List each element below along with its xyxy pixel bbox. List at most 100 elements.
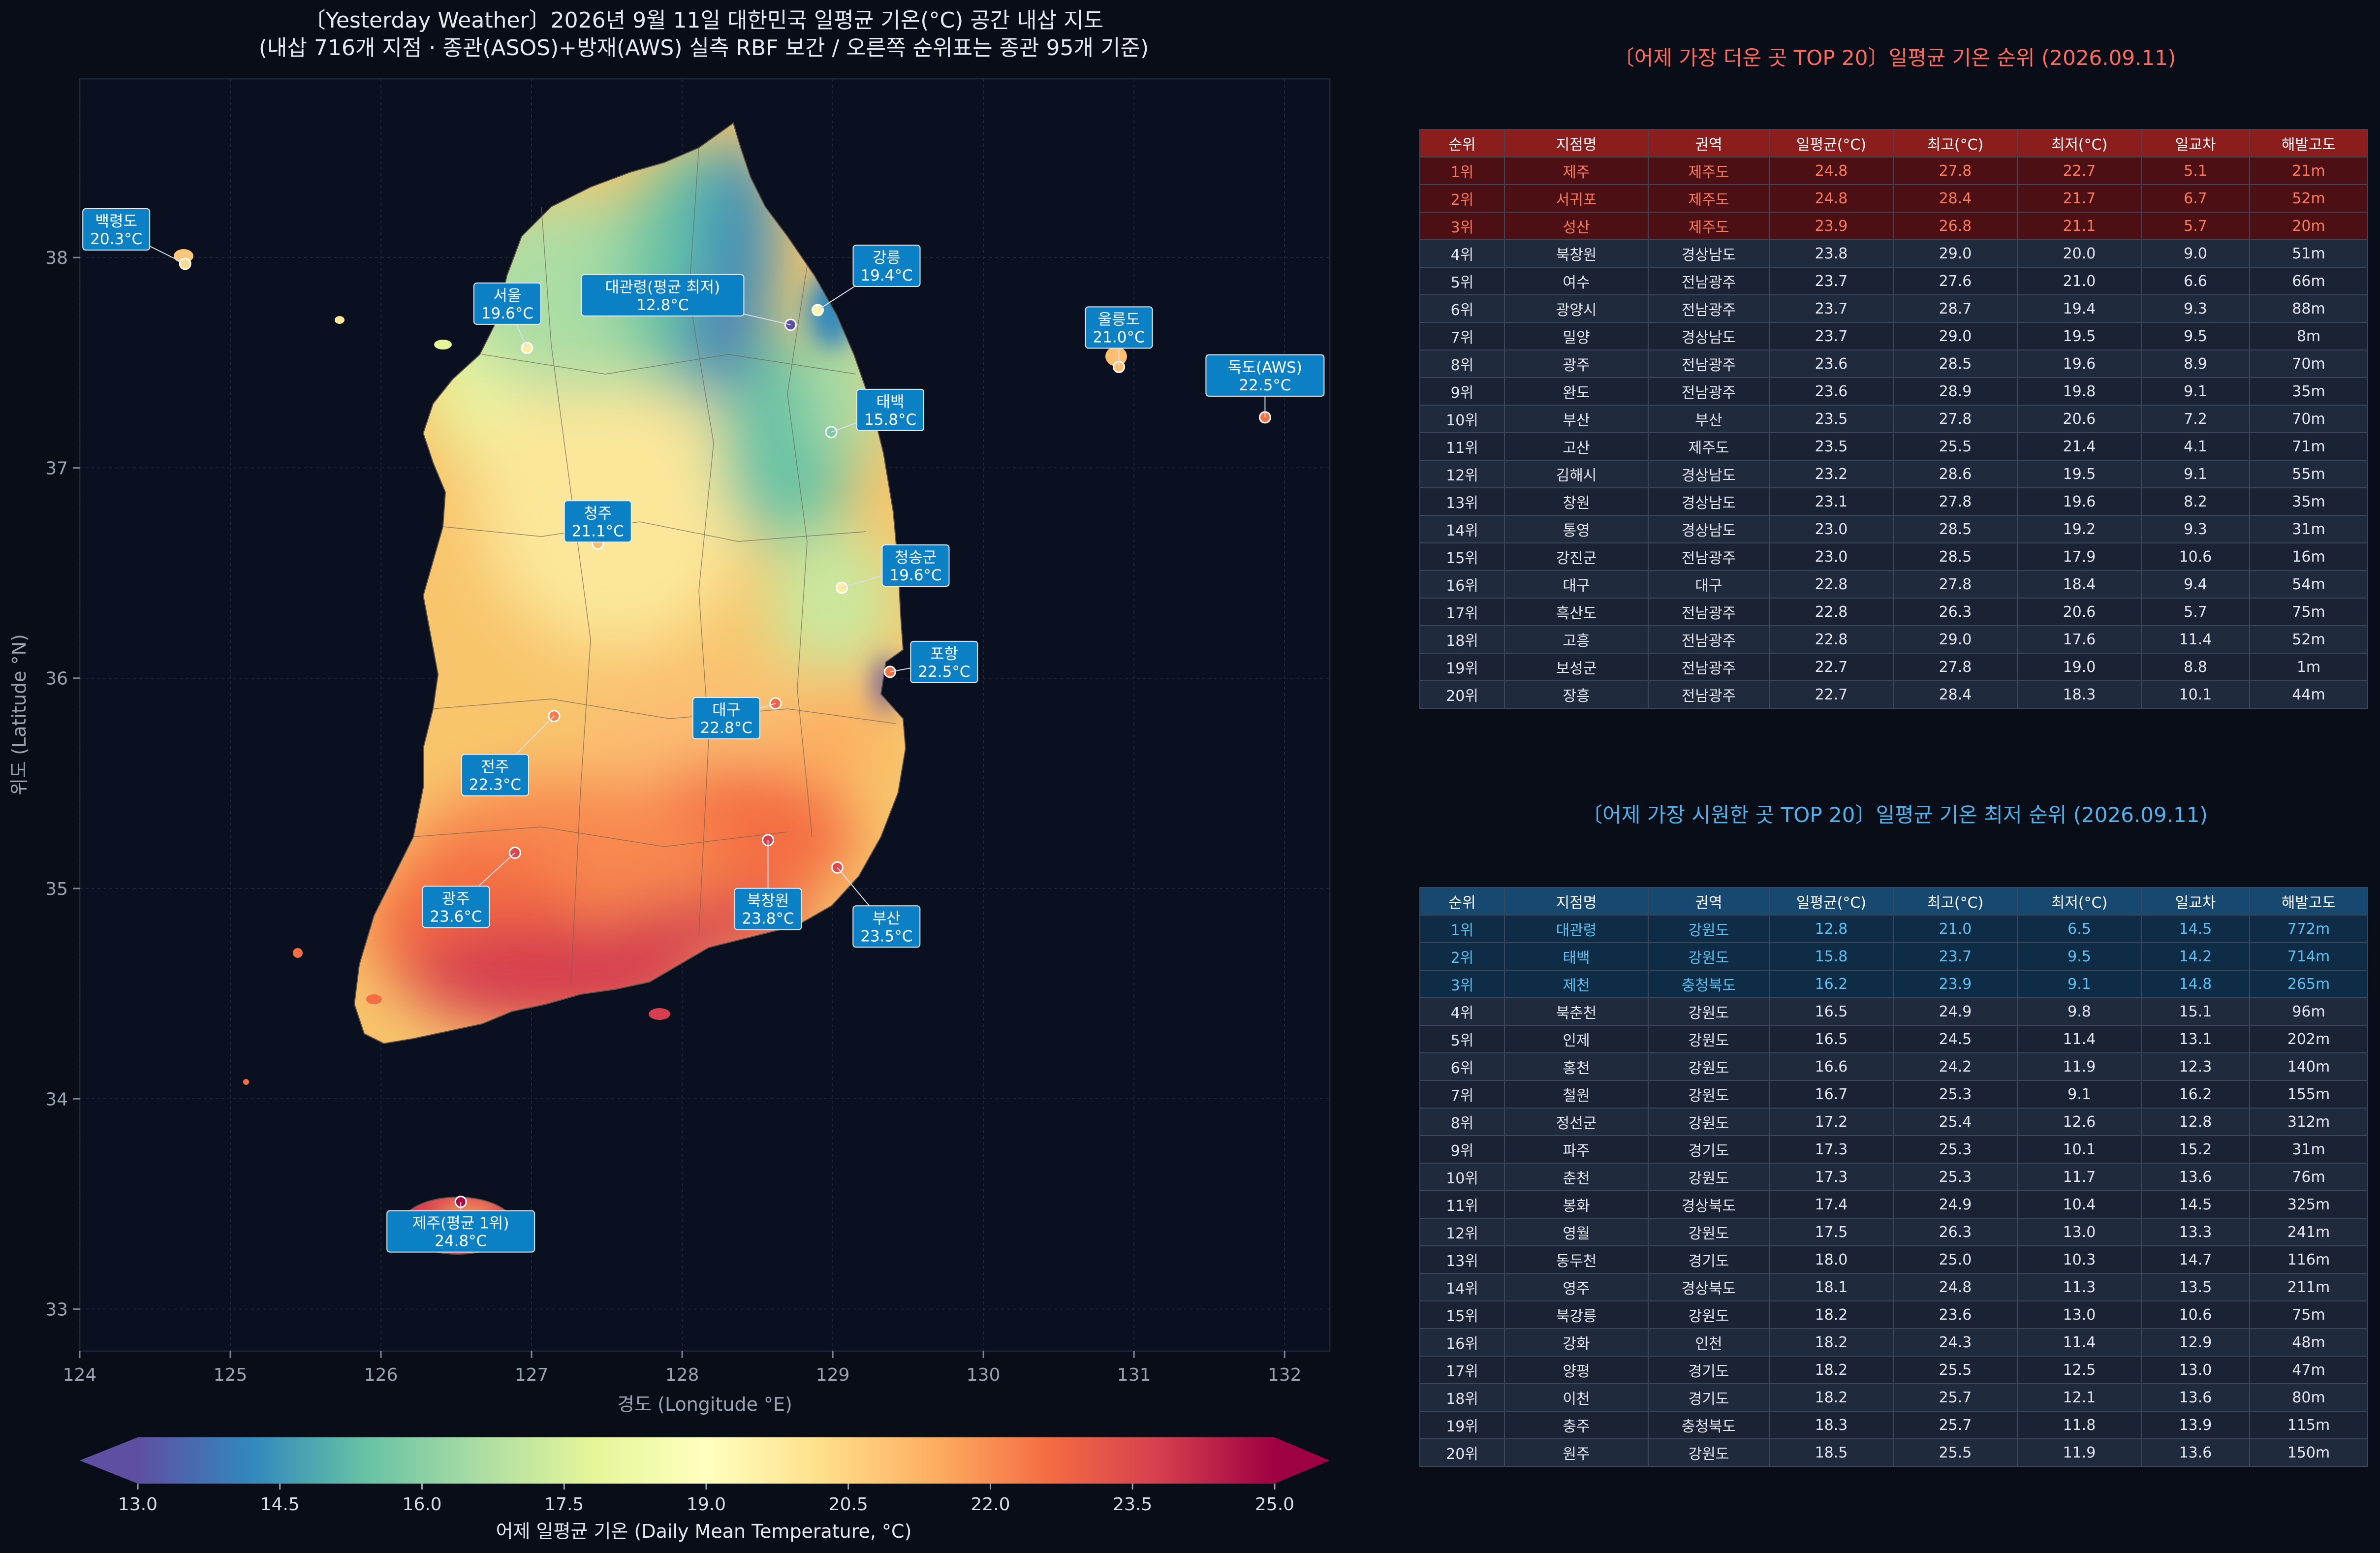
table-cell: 21.0 [2017, 267, 2142, 295]
table-cell: 12.8 [1769, 915, 1894, 943]
station-temp: 19.6°C [889, 567, 941, 584]
table-cell: 20.0 [2017, 239, 2142, 268]
table-cell: 28.5 [1893, 349, 2018, 378]
station-name: 북창원 [747, 892, 789, 910]
table-cell: 21.1 [2017, 212, 2142, 240]
ulleung-island [1105, 347, 1127, 366]
table-cell: 25.7 [1893, 1383, 2018, 1412]
hot-table-title: 〔어제 가장 더운 곳 TOP 20〕일평균 기온 순위 (2026.09.11… [1613, 46, 2176, 70]
label-box [1085, 306, 1153, 349]
table-cell: 15.8 [1769, 942, 1894, 971]
table-cell: 25.3 [1893, 1080, 2018, 1109]
table-cell: 강원도 [1648, 915, 1770, 943]
table-row: 20위 원주 강원도 18.5 25.5 11.9 13.6 150m [1419, 1438, 2368, 1467]
table-cell: 이천 [1504, 1383, 1649, 1412]
table-cell: 12.1 [2017, 1383, 2142, 1412]
table-cell: 15위 [1419, 1300, 1505, 1329]
table-cell: 23.6 [1893, 1300, 2018, 1329]
station-label: 대관령(평균 최저)12.8°C [581, 274, 745, 317]
table-cell: 22.8 [1769, 625, 1894, 654]
station-name: 대구 [712, 701, 740, 719]
table-cell: 10.3 [2017, 1245, 2142, 1274]
column-header: 일교차 [2141, 887, 2250, 916]
table-cell: 1위 [1419, 915, 1505, 943]
table-cell: 대구 [1648, 570, 1770, 599]
table-cell: 70m [2249, 405, 2368, 433]
table-cell: 제주 [1504, 157, 1649, 185]
x-tick-label: 132 [1268, 1365, 1302, 1385]
table-cell: 전남광주 [1648, 598, 1770, 626]
table-cell: 28.5 [1893, 515, 2018, 543]
table-cell: 28.5 [1893, 542, 2018, 571]
table-cell: 완도 [1504, 377, 1649, 406]
label-box [881, 544, 950, 587]
label-box [461, 754, 529, 796]
table-cell: 고흥 [1504, 625, 1649, 654]
table-cell: 13위 [1419, 487, 1505, 516]
table-row: 6위 광양시 전남광주 23.7 28.7 19.4 9.3 88m [1419, 294, 2368, 323]
colorbar-tick-label: 23.5 [1113, 1494, 1152, 1515]
table-cell: 11.7 [2017, 1163, 2142, 1191]
station-temp: 24.8°C [435, 1233, 487, 1250]
station-name: 부산 [873, 910, 901, 927]
table-cell: 9위 [1419, 377, 1505, 406]
table-cell: 경기도 [1648, 1383, 1770, 1412]
table-cell: 경상남도 [1648, 487, 1770, 516]
table-cell: 24.8 [1769, 157, 1894, 185]
table-cell: 17.2 [1769, 1108, 1894, 1136]
table-cell: 29.0 [1893, 322, 2018, 350]
table-cell: 25.5 [1893, 1356, 2018, 1384]
table-row: 11위 봉화 경상북도 17.4 24.9 10.4 14.5 325m [1419, 1190, 2368, 1219]
table-cell: 8.2 [2141, 487, 2250, 516]
table-cell: 17.3 [1769, 1135, 1894, 1164]
table-cell: 29.0 [1893, 625, 2018, 654]
table-cell: 제주도 [1648, 432, 1770, 461]
table-row: 14위 영주 경상북도 18.1 24.8 11.3 13.5 211m [1419, 1273, 2368, 1301]
table-cell: 밀양 [1504, 322, 1649, 350]
table-cell: 원주 [1504, 1438, 1649, 1467]
table-cell: 19.5 [2017, 460, 2142, 488]
table-cell: 19.8 [2017, 377, 2142, 406]
table-cell: 23.5 [1769, 432, 1894, 461]
table-cell: 양평 [1504, 1356, 1649, 1384]
colorbar-tick-label: 19.0 [687, 1494, 726, 1515]
table-row: 3위 제천 충청북도 16.2 23.9 9.1 14.8 265m [1419, 970, 2368, 998]
table-cell: 10.6 [2141, 542, 2250, 571]
table-cell: 경상남도 [1648, 239, 1770, 268]
table-cell: 경상북도 [1648, 1273, 1770, 1301]
table-cell: 성산 [1504, 212, 1649, 240]
column-header: 최저(°C) [2017, 129, 2142, 158]
colorbar: 13.0 14.5 16.0 17.5 19.0 20.5 22.0 23.5 25.0 [80, 1437, 1330, 1515]
column-header: 순위 [1419, 887, 1505, 916]
table-cell: 1위 [1419, 157, 1505, 185]
table-row: 1위 제주 제주도 24.8 27.8 22.7 5.1 21m [1419, 157, 2368, 185]
table-cell: 강원도 [1648, 1052, 1770, 1081]
table-cell: 4위 [1419, 239, 1505, 268]
station-name: 제주(평균 1위) [412, 1215, 509, 1233]
label-box [473, 282, 541, 325]
table-cell: 16.2 [1769, 970, 1894, 998]
station-temp: 21.1°C [572, 522, 624, 540]
table-cell: 영월 [1504, 1218, 1649, 1246]
table-cell: 강원도 [1648, 1163, 1770, 1191]
label-box [734, 887, 802, 930]
table-cell: 강원도 [1648, 942, 1770, 971]
table-cell: 전남광주 [1648, 267, 1770, 295]
table-cell: 23.9 [1769, 212, 1894, 240]
table-cell: 제주도 [1648, 184, 1770, 213]
table-cell: 11.4 [2017, 1025, 2142, 1053]
x-tick-label: 125 [214, 1365, 248, 1385]
table-cell: 21.0 [1893, 915, 2018, 943]
table-cell: 24.2 [1893, 1052, 2018, 1081]
table-cell: 22.8 [1769, 570, 1894, 599]
label-box [1205, 354, 1325, 397]
table-cell: 27.8 [1893, 653, 2018, 681]
table-cell: 23.9 [1893, 970, 2018, 998]
table-cell: 71m [2249, 432, 2368, 461]
table-cell: 12.8 [2141, 1108, 2250, 1136]
table-cell: 80m [2249, 1383, 2368, 1412]
